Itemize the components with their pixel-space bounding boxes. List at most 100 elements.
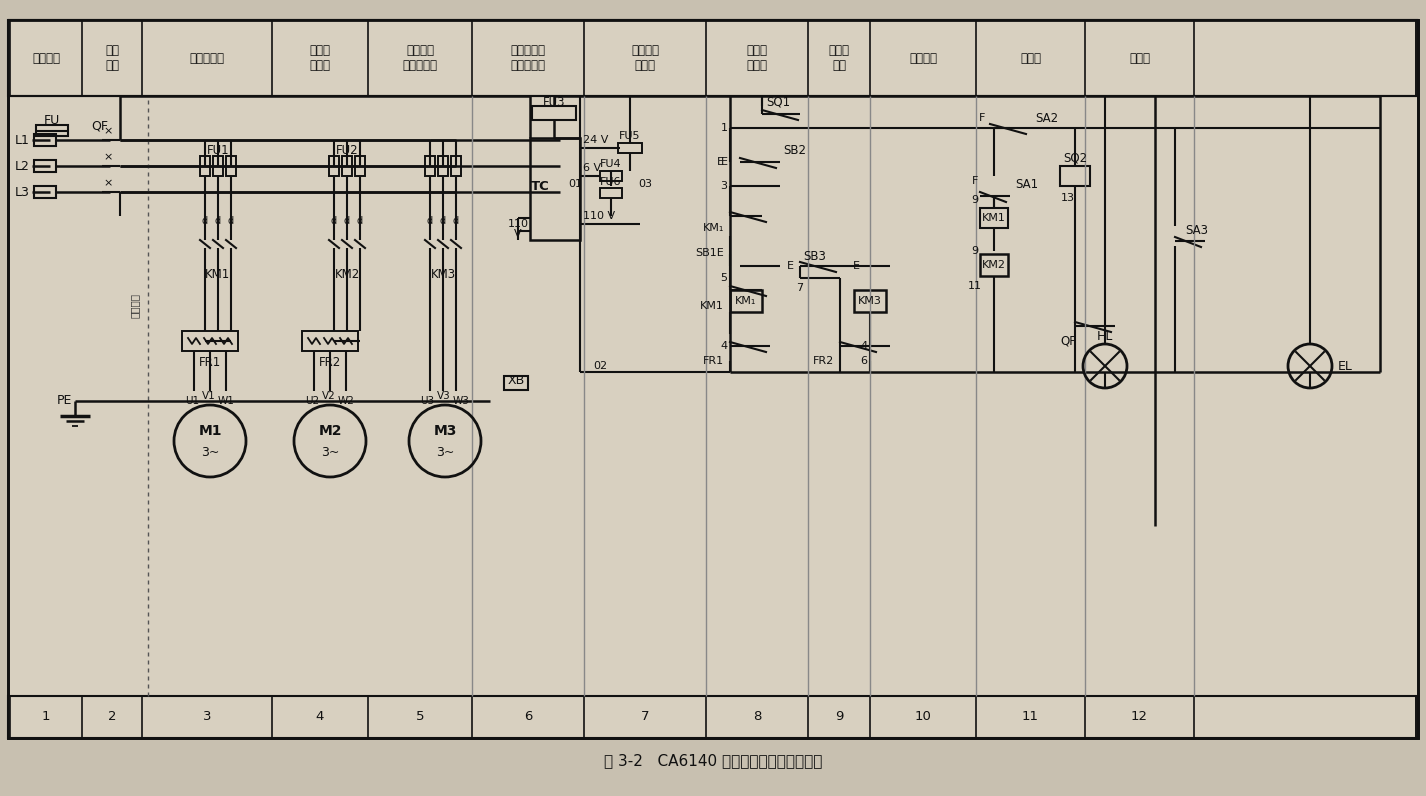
Text: 24 V: 24 V bbox=[583, 135, 609, 145]
Text: SQ1: SQ1 bbox=[766, 96, 790, 108]
Bar bbox=[600, 188, 622, 198]
Text: SA2: SA2 bbox=[1035, 111, 1058, 124]
Text: 110 V: 110 V bbox=[583, 211, 615, 221]
Text: L1: L1 bbox=[14, 134, 30, 146]
Text: FR1: FR1 bbox=[703, 356, 724, 366]
Bar bbox=[438, 156, 448, 176]
Text: W2: W2 bbox=[338, 396, 355, 406]
Bar bbox=[1060, 166, 1089, 186]
Bar bbox=[530, 138, 580, 240]
Text: 主轴电动机: 主轴电动机 bbox=[190, 52, 224, 64]
Bar bbox=[425, 156, 435, 176]
Bar bbox=[980, 208, 1008, 228]
Bar bbox=[200, 156, 210, 176]
Text: 9: 9 bbox=[971, 195, 978, 205]
Text: U2: U2 bbox=[305, 396, 319, 406]
Text: V2: V2 bbox=[322, 391, 337, 401]
Text: M1: M1 bbox=[198, 424, 222, 438]
Bar bbox=[355, 156, 365, 176]
Text: KM1: KM1 bbox=[700, 301, 724, 311]
Text: 电源保护: 电源保护 bbox=[31, 52, 60, 64]
Text: 4: 4 bbox=[720, 341, 727, 351]
Text: 2: 2 bbox=[108, 711, 117, 724]
Text: 5: 5 bbox=[720, 273, 727, 283]
Text: FU1: FU1 bbox=[207, 143, 230, 157]
Text: d: d bbox=[453, 216, 459, 226]
Text: ×: × bbox=[103, 126, 113, 136]
Text: KM2: KM2 bbox=[983, 260, 1005, 270]
Text: V3: V3 bbox=[438, 391, 451, 401]
Text: 12: 12 bbox=[1131, 711, 1148, 724]
Text: d: d bbox=[202, 216, 208, 226]
Text: W1: W1 bbox=[218, 396, 234, 406]
Text: FU5: FU5 bbox=[619, 131, 640, 141]
Bar bbox=[183, 331, 238, 351]
Bar bbox=[980, 254, 1008, 276]
Text: 3~: 3~ bbox=[436, 447, 455, 459]
Text: 03: 03 bbox=[637, 179, 652, 189]
Text: 信号灯: 信号灯 bbox=[1020, 52, 1041, 64]
Text: KM2: KM2 bbox=[334, 267, 359, 280]
Text: FU2: FU2 bbox=[335, 143, 358, 157]
Bar bbox=[532, 106, 576, 120]
Text: KM₁: KM₁ bbox=[703, 223, 724, 233]
Bar bbox=[34, 134, 56, 146]
Text: 3: 3 bbox=[720, 181, 727, 191]
Bar bbox=[600, 171, 622, 181]
Text: d: d bbox=[356, 216, 364, 226]
Text: KM1: KM1 bbox=[205, 267, 231, 280]
Bar bbox=[854, 290, 886, 312]
Text: 3~: 3~ bbox=[201, 447, 220, 459]
Bar bbox=[34, 160, 56, 172]
Text: W3: W3 bbox=[452, 396, 469, 406]
Text: EL: EL bbox=[1338, 360, 1353, 373]
Text: 刀架快速
移动电动机: 刀架快速 移动电动机 bbox=[402, 44, 438, 72]
Text: 01: 01 bbox=[568, 179, 582, 189]
Text: QF: QF bbox=[91, 119, 108, 132]
Text: SB3: SB3 bbox=[803, 249, 826, 263]
Text: FR2: FR2 bbox=[813, 356, 834, 366]
Text: 8: 8 bbox=[753, 711, 761, 724]
Text: KM₁: KM₁ bbox=[736, 296, 757, 306]
Text: 13: 13 bbox=[1061, 193, 1075, 203]
Text: FU: FU bbox=[44, 114, 60, 127]
Text: SQ2: SQ2 bbox=[1062, 151, 1087, 165]
Text: SA1: SA1 bbox=[1015, 178, 1038, 190]
Text: d: d bbox=[344, 216, 349, 226]
Text: V: V bbox=[515, 229, 522, 239]
Text: ×: × bbox=[103, 152, 113, 162]
Bar bbox=[329, 156, 339, 176]
Bar bbox=[617, 143, 642, 153]
Text: 5: 5 bbox=[416, 711, 425, 724]
Text: 主轴电动
机控制: 主轴电动 机控制 bbox=[630, 44, 659, 72]
Text: d: d bbox=[215, 216, 221, 226]
Text: KM1: KM1 bbox=[983, 213, 1005, 223]
Text: F: F bbox=[978, 113, 985, 123]
Text: L2: L2 bbox=[14, 159, 30, 173]
Text: d: d bbox=[426, 216, 434, 226]
Text: HL: HL bbox=[1097, 330, 1114, 342]
Text: 3~: 3~ bbox=[321, 447, 339, 459]
Text: 4: 4 bbox=[315, 711, 324, 724]
Text: 控制电源变
压器及保护: 控制电源变 压器及保护 bbox=[511, 44, 546, 72]
Text: 1: 1 bbox=[41, 711, 50, 724]
Text: 9: 9 bbox=[834, 711, 843, 724]
Bar bbox=[36, 125, 68, 136]
Text: XB: XB bbox=[508, 374, 525, 388]
Text: L3: L3 bbox=[14, 185, 30, 198]
Text: 02: 02 bbox=[593, 361, 607, 371]
Text: 图 3-2   CA6140 型普通车床电气控制电路: 图 3-2 CA6140 型普通车床电气控制电路 bbox=[603, 754, 823, 768]
Text: KM3: KM3 bbox=[431, 267, 455, 280]
Text: 1: 1 bbox=[720, 123, 727, 133]
Text: FR2: FR2 bbox=[319, 357, 341, 369]
Text: ×: × bbox=[103, 178, 113, 188]
Text: E: E bbox=[787, 261, 793, 271]
Text: 6: 6 bbox=[860, 356, 867, 366]
Bar bbox=[503, 376, 528, 390]
Text: E: E bbox=[720, 157, 727, 167]
Text: SA3: SA3 bbox=[1185, 224, 1208, 237]
Text: SB1E: SB1E bbox=[696, 248, 724, 258]
Bar bbox=[302, 331, 358, 351]
Bar bbox=[342, 156, 352, 176]
Text: 4: 4 bbox=[860, 341, 867, 351]
